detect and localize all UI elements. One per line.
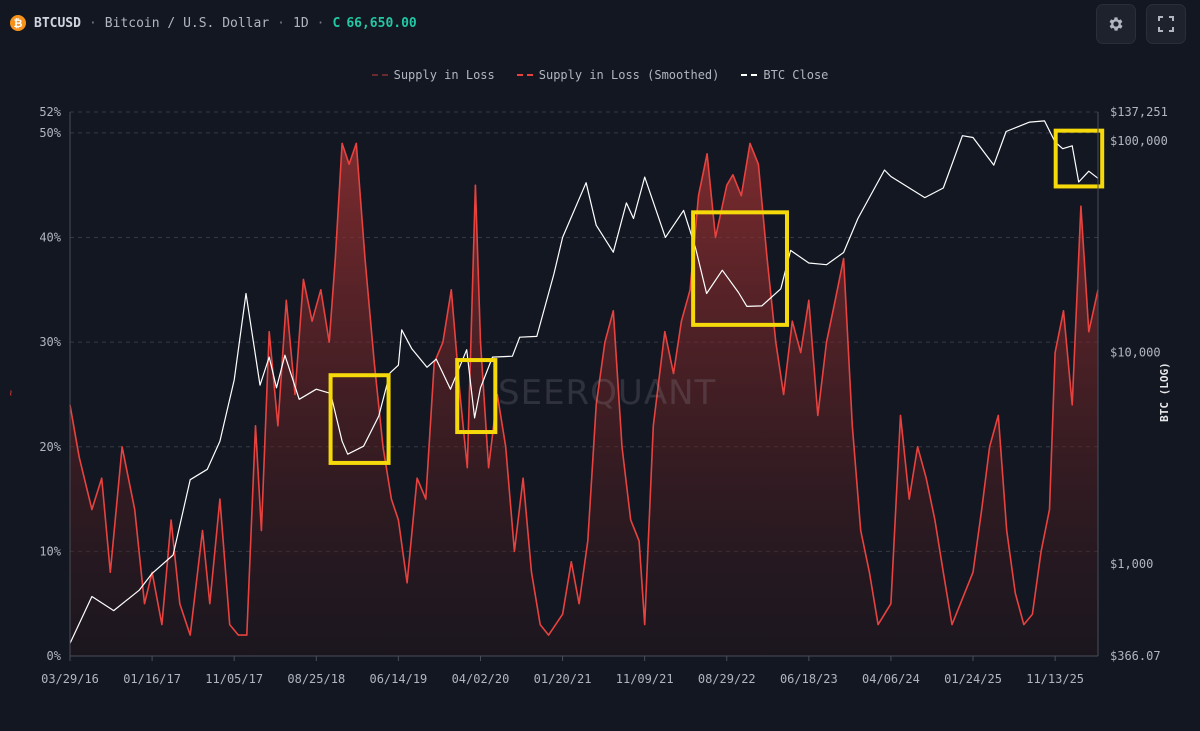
legend-label: BTC Close [763, 68, 829, 82]
legend-item-btc-close[interactable]: BTC Close [741, 68, 828, 82]
legend-item-supply-smoothed[interactable]: Supply in Loss (Smoothed) [516, 68, 720, 82]
y-left-axis-marker: ~ [6, 390, 17, 396]
x-tick-label: 06/18/23 [780, 672, 838, 686]
x-tick-label: 01/16/17 [123, 672, 181, 686]
x-tick-label: 11/13/25 [1026, 672, 1084, 686]
highlight-box [455, 358, 498, 435]
x-tick-label: 08/29/22 [698, 672, 756, 686]
y-right-tick-label: $10,000 [1110, 345, 1161, 359]
y-left-tick-label: 40% [39, 231, 61, 245]
gear-icon [1109, 17, 1123, 31]
close-value: 66,650.00 [346, 15, 417, 31]
y-left-tick-label: 10% [39, 544, 61, 558]
highlight-box [328, 373, 391, 465]
y-left-tick-label: 0% [47, 649, 62, 663]
y-right-tick-label: $366.07 [1110, 649, 1161, 663]
x-tick-label: 08/25/18 [287, 672, 345, 686]
interval-label[interactable]: 1D [293, 15, 309, 31]
chart-legend: Supply in Loss Supply in Loss (Smoothed)… [0, 68, 1200, 82]
watermark: SEERQUANT [498, 373, 717, 413]
legend-swatch [741, 74, 758, 76]
legend-item-supply-in-loss[interactable]: Supply in Loss [371, 68, 495, 82]
series-supply-in-loss-smoothed[interactable] [69, 142, 1099, 636]
bitcoin-icon: ₿ [10, 15, 26, 31]
symbol-label[interactable]: BTCUSD [34, 15, 81, 31]
x-tick-label: 11/05/17 [205, 672, 263, 686]
instrument-name: Bitcoin / U.S. Dollar [104, 15, 270, 31]
x-tick-label: 06/14/19 [369, 672, 427, 686]
x-tick-label: 03/29/16 [41, 672, 99, 686]
x-tick-label: 01/24/25 [944, 672, 1002, 686]
legend-label: Supply in Loss (Smoothed) [538, 68, 720, 82]
highlight-box [1053, 128, 1105, 189]
y-left-tick-label: 50% [39, 126, 61, 140]
highlight-box [691, 210, 789, 327]
y-left-tick-label: 52% [39, 105, 61, 119]
legend-swatch [516, 74, 533, 76]
y-right-tick-label: $1,000 [1110, 557, 1153, 571]
x-tick-label: 04/02/20 [452, 672, 510, 686]
y-right-axis-title: BTC (LOG) [1158, 362, 1171, 422]
fullscreen-button[interactable] [1146, 4, 1186, 44]
x-tick-label: 01/20/21 [534, 672, 592, 686]
x-tick-label: 04/06/24 [862, 672, 920, 686]
separator-dot: · [88, 15, 97, 31]
legend-label: Supply in Loss [393, 68, 495, 82]
y-right-tick-label: $100,000 [1110, 134, 1168, 148]
x-tick-label: 11/09/21 [616, 672, 674, 686]
separator-dot: · [277, 15, 285, 31]
y-left-tick-label: 30% [39, 335, 61, 349]
legend-swatch [371, 74, 388, 76]
settings-button[interactable] [1096, 4, 1136, 44]
chart-header: ₿ BTCUSD · Bitcoin / U.S. Dollar · 1D · … [10, 12, 417, 34]
fullscreen-icon [1158, 16, 1174, 32]
series-btc-close[interactable] [69, 120, 1099, 644]
y-left-tick-label: 20% [39, 440, 61, 454]
y-right-tick-label: $137,251 [1110, 105, 1168, 119]
separator-dot: · [316, 15, 325, 31]
close-prefix: C [332, 15, 341, 31]
